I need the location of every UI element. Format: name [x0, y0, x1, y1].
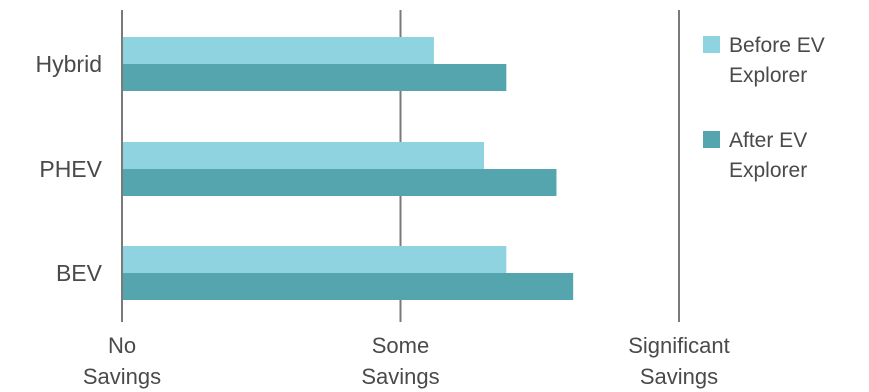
legend-swatch-after	[703, 131, 720, 148]
bar-bev-before	[123, 246, 507, 273]
x-tick-label-0: No Savings	[83, 333, 161, 389]
category-label-bev: BEV	[56, 260, 103, 286]
bar-phev-after	[123, 169, 557, 196]
category-label-phev: PHEV	[39, 156, 102, 182]
legend-label-after: After EV Explorer	[729, 129, 807, 182]
category-label-hybrid: Hybrid	[36, 51, 102, 77]
bar-hybrid-before	[123, 37, 434, 64]
bar-phev-before	[123, 142, 485, 169]
legend-swatch-before	[703, 36, 720, 53]
bar-bev-after	[123, 273, 574, 300]
x-tick-label-1: Some Savings	[361, 333, 439, 389]
legend-label-before: Before EV Explorer	[729, 34, 825, 87]
bar-hybrid-after	[123, 64, 507, 91]
x-tick-label-2: Significant Savings	[628, 333, 730, 389]
